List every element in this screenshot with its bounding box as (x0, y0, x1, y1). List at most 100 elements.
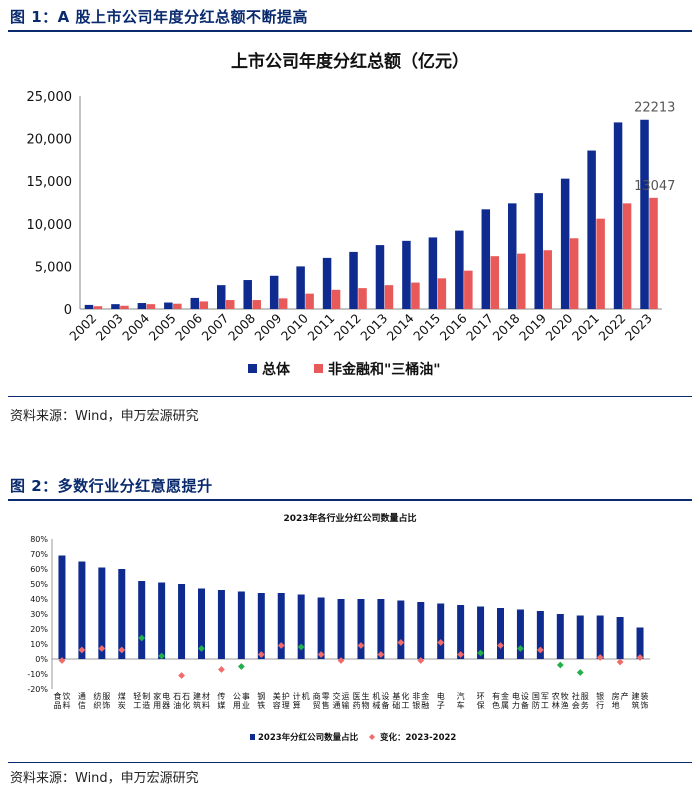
chart2-change-marker (357, 642, 365, 649)
chart1-bar-nonfin (596, 218, 605, 309)
chart1-x-tick-label: 2003 (93, 311, 126, 344)
chart1-x-tick-label: 2023 (622, 311, 655, 344)
chart2-bar (78, 561, 86, 659)
chart1-legend-label: 总体 (262, 361, 291, 378)
chart2-change-marker (477, 649, 484, 657)
chart2-change-marker (517, 645, 524, 652)
chart2-x-tick-label: 煤炭 (118, 691, 126, 710)
chart1-x-tick-label: 2013 (357, 311, 390, 344)
chart2-x-tick-label: 轻工制造 (133, 691, 150, 710)
figure2-bottom-rule (8, 762, 692, 763)
chart1-bar-total (269, 275, 279, 309)
chart2-bar (337, 599, 345, 659)
chart1-bar-total (243, 280, 252, 309)
chart1-bar-total (640, 119, 649, 309)
chart2-change-marker (138, 634, 146, 642)
chart2-x-tick-label: 公用事业 (233, 691, 250, 710)
chart2-x-tick-label: 商贸零售 (313, 691, 330, 710)
chart1-x-tick-label: 2021 (569, 311, 602, 344)
chart1-bar-total (455, 230, 464, 309)
chart2-change-marker (616, 658, 624, 666)
chart1-bar-total (349, 251, 358, 309)
chart2-bar (138, 581, 146, 659)
chart1-bar-nonfin (226, 300, 235, 309)
chart1-bar-total (111, 304, 120, 309)
chart2-y-tick-label: 60% (30, 565, 48, 574)
chart2-change-marker (377, 651, 385, 658)
chart2-bar (277, 593, 285, 659)
chart2-x-tick-label: 通信 (78, 691, 86, 710)
chart1-y-tick-label: 10,000 (27, 218, 73, 233)
chart2-x-tick-label: 美容护理 (273, 691, 290, 710)
chart2-change-marker (218, 666, 225, 673)
chart2-bar (616, 617, 624, 659)
chart2-y-tick-label: 30% (30, 610, 48, 619)
chart2-y-tick-label: 40% (30, 595, 48, 604)
chart2-bar (397, 600, 405, 659)
chart2-legend-label-bar: 2023年分红公司数量占比 (258, 732, 359, 743)
chart1-bar-nonfin (93, 306, 103, 309)
chart2-bar (437, 603, 445, 659)
figure2-source: 资料来源：Wind，申万宏源研究 (10, 771, 199, 786)
chart1-x-tick-label: 2006 (172, 310, 205, 343)
chart2-change-marker (417, 657, 425, 664)
chart1-bar-nonfin (490, 256, 500, 309)
chart2-x-tick-label: 农林牧渔 (552, 691, 569, 710)
chart1-bar-total (587, 150, 596, 309)
chart2-x-tick-label: 机械设备 (372, 691, 389, 710)
chart2-x-tick-label: 环保 (477, 692, 485, 710)
chart2-x-tick-label: 社会服务 (572, 691, 589, 710)
chart2-y-tick-label: 50% (30, 580, 48, 589)
chart2-bar (357, 599, 365, 659)
chart2-change-marker (397, 639, 405, 646)
chart1-legend-label: 非金融和"三桶油" (328, 361, 441, 378)
chart2-y-tick-label: 0% (35, 655, 48, 664)
chart1-bar-nonfin (543, 250, 552, 309)
chart2-y-tick-label: 10% (30, 640, 48, 649)
chart1-bar-nonfin (464, 270, 473, 309)
chart2-bar (158, 582, 166, 659)
chart1-bar-nonfin (517, 253, 526, 309)
chart2-change-marker (198, 645, 205, 652)
chart1-bar-nonfin (437, 278, 447, 309)
chart2-change-marker (98, 645, 106, 652)
chart2-change-marker (337, 657, 345, 664)
chart1-bar-total (84, 304, 94, 309)
chart1-legend-swatch (314, 364, 323, 373)
chart2-x-tick-label: 钢铁 (257, 691, 265, 710)
chart1-annual-dividend: 上市公司年度分红总额（亿元） 0 5,000 10,000 15,000 20,000 2… (27, 51, 676, 378)
chart1-bar-total (508, 203, 517, 309)
chart1-x-tick-label: 2019 (516, 310, 549, 343)
chart2-bar (556, 614, 564, 659)
chart1-x-tick-label: 2011 (304, 311, 337, 344)
chart1-x-tick-label: 2004 (119, 310, 152, 343)
chart1-bar-total (137, 303, 147, 309)
chart1-bar-nonfin (173, 303, 182, 309)
chart1-bar-total (613, 122, 623, 309)
chart2-x-tick-label: 电力设备 (512, 691, 529, 710)
chart2-change-marker (118, 646, 126, 654)
chart2-change-marker (497, 642, 504, 649)
chart1-bar-total (190, 297, 200, 309)
chart1-x-tick-label: 2005 (146, 311, 179, 344)
chart2-change-marker (556, 661, 564, 669)
chart1-y-tick-label: 20,000 (27, 133, 73, 148)
chart2-y-tick-label: 20% (30, 625, 48, 634)
chart1-bar-nonfin (120, 305, 129, 309)
chart2-title: 2023年各行业分红公司数量占比 (283, 512, 416, 524)
chart1-bar-total (164, 302, 173, 309)
chart1-bar-total (296, 266, 305, 309)
chart2-bar (576, 615, 584, 659)
chart1-bar-nonfin (384, 285, 394, 309)
chart1-data-label: 22213 (634, 101, 675, 116)
figure1-top-rule (8, 30, 692, 32)
chart2-x-tick-label: 汽车 (457, 691, 465, 710)
chart2-x-tick-label: 非银金融 (412, 691, 429, 710)
chart2-y-tick-label: 70% (30, 550, 48, 559)
chart1-bar-total (428, 237, 438, 309)
chart2-x-tick-label: 纺织服饰 (93, 691, 110, 710)
chart1-x-tick-label: 2018 (490, 310, 523, 343)
chart2-x-tick-label: 石油石化 (173, 692, 190, 710)
chart2-x-tick-label: 传媒 (217, 691, 225, 710)
chart2-legend-label-diamond: 变化：2023-2022 (380, 732, 456, 743)
